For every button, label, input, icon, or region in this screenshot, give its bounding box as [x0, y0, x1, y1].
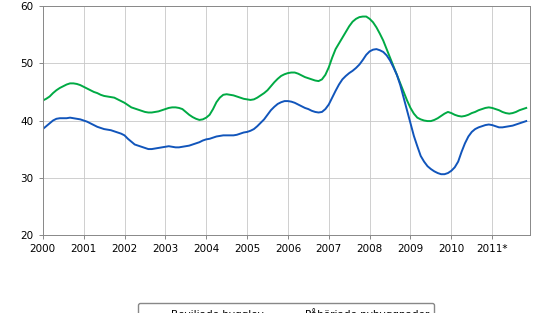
Beviljade bygglov: [203, 116, 209, 120]
Påbörjade nybyggnader: [254, 124, 261, 128]
Beviljade bygglov: [80, 85, 87, 89]
Påbörjade nybyggnader: [438, 172, 445, 176]
Påbörjade nybyggnader: [237, 132, 243, 136]
Beviljade bygglov: [254, 96, 261, 100]
Påbörjade nybyggnader: [165, 144, 172, 148]
Legend: Beviljade bygglov, Påbörjade nybyggnader: Beviljade bygglov, Påbörjade nybyggnader: [138, 303, 434, 313]
Beviljade bygglov: [360, 15, 366, 18]
Beviljade bygglov: [237, 96, 243, 100]
Beviljade bygglov: [40, 99, 46, 102]
Påbörjade nybyggnader: [373, 47, 380, 51]
Påbörjade nybyggnader: [57, 116, 63, 120]
Line: Påbörjade nybyggnader: Påbörjade nybyggnader: [43, 49, 526, 174]
Beviljade bygglov: [57, 86, 63, 90]
Beviljade bygglov: [523, 106, 530, 110]
Line: Beviljade bygglov: Beviljade bygglov: [43, 17, 526, 121]
Påbörjade nybyggnader: [40, 127, 46, 131]
Beviljade bygglov: [424, 119, 431, 123]
Påbörjade nybyggnader: [80, 119, 87, 122]
Beviljade bygglov: [165, 106, 172, 110]
Påbörjade nybyggnader: [523, 119, 530, 123]
Påbörjade nybyggnader: [203, 137, 209, 141]
